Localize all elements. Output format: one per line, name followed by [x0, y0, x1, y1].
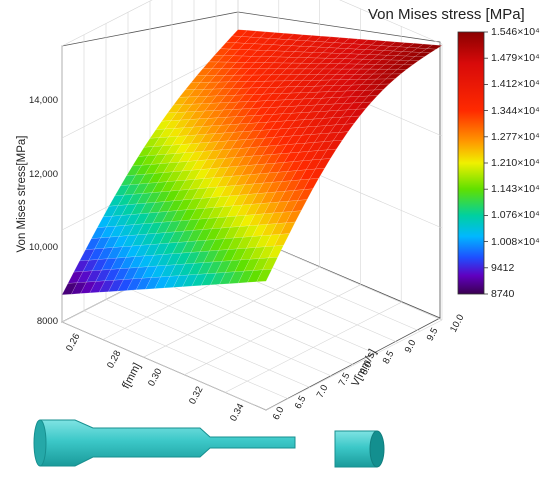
grid-line: [149, 276, 355, 366]
surface-cell: [291, 199, 308, 212]
colorbar-title: Von Mises stress [MPa]: [368, 6, 525, 23]
surface-cell: [262, 256, 279, 271]
colorbar-label: 1.143×10⁴: [491, 183, 540, 196]
surface-cell: [373, 83, 390, 91]
surface-cell: [285, 210, 302, 224]
surface-cell: [350, 108, 367, 117]
z-tick-label: 12,000: [28, 168, 58, 180]
surface-cell: [420, 48, 437, 54]
stress-surface: [61, 29, 443, 296]
colorbar-label: 1.546×10⁴: [491, 26, 540, 38]
surface-cell: [273, 233, 290, 247]
surface-cell: [315, 158, 331, 170]
surface-cell: [303, 178, 320, 190]
grid-line: [339, 0, 443, 45]
surface-cell: [367, 89, 384, 97]
colorbar-label: 1.076×10⁴: [491, 209, 540, 222]
colorbar-label: 1.479×10⁴: [491, 52, 540, 65]
colorbar-label: 1.277×10⁴: [491, 130, 540, 143]
grid-line: [83, 310, 289, 400]
grid-line: [61, 0, 153, 47]
grid-line: [61, 321, 267, 411]
grid-line: [105, 299, 311, 388]
z-tick-label: 8000: [36, 316, 58, 327]
surface-cell: [256, 268, 273, 283]
colorbar-ticks: [484, 31, 488, 295]
z-tick-label: 14,000: [28, 95, 58, 107]
surface-cell: [379, 78, 396, 85]
z-axis-label: Von Mises stress[MPa]: [16, 135, 28, 253]
colorbar-label: 1.344×10⁴: [491, 104, 540, 117]
shaft-illustration: [33, 419, 385, 468]
colorbar-label: 1.412×10⁴: [491, 78, 540, 91]
colorbar: [457, 31, 485, 295]
grid-line: [127, 287, 333, 377]
surface-cell: [309, 167, 326, 180]
z-tick-label: 10,000: [28, 242, 58, 254]
colorbar-label: 1.210×10⁴: [491, 157, 540, 169]
surface-cell: [361, 95, 378, 103]
colorbar-label: 9412: [491, 261, 515, 274]
colorbar-label: 8740: [491, 288, 515, 300]
colorbar-label: 1.008×10⁴: [491, 235, 540, 248]
surface-cell: [326, 139, 343, 151]
